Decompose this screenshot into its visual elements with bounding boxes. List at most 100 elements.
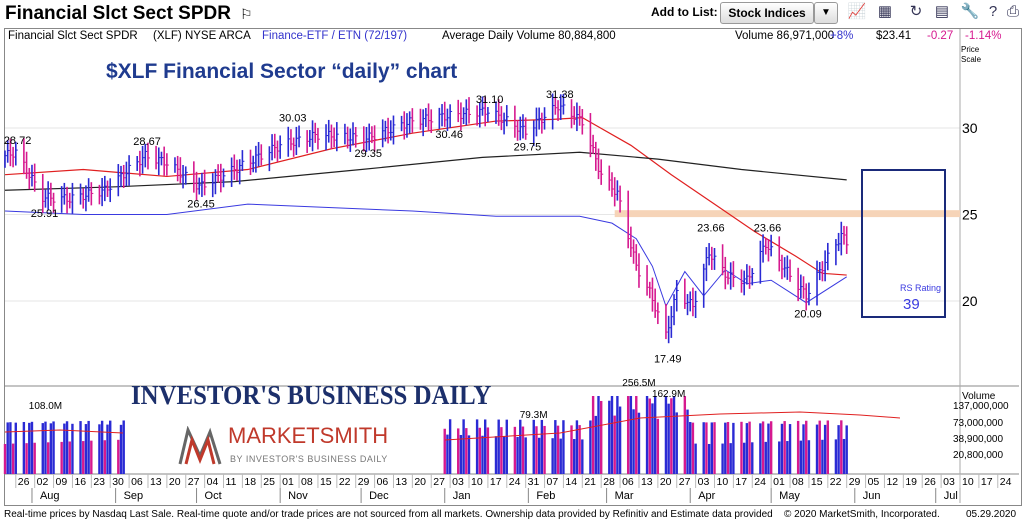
volume-bar bbox=[575, 420, 579, 474]
volume-bar bbox=[689, 422, 692, 474]
footer-date: 05.29.2020 bbox=[966, 509, 1017, 520]
volume-bar bbox=[805, 420, 808, 474]
ma-50-line bbox=[4, 117, 847, 276]
volume-bar bbox=[519, 419, 522, 474]
x-tick-label: 08 bbox=[792, 476, 804, 488]
volume-bar bbox=[823, 424, 827, 474]
volume-bar bbox=[475, 419, 479, 474]
layout-icon[interactable]: ▤ bbox=[934, 3, 950, 20]
volume-bar bbox=[119, 424, 123, 474]
volume-bar bbox=[637, 412, 641, 474]
volume-bar bbox=[3, 444, 7, 474]
x-tick-label: 27 bbox=[433, 476, 445, 488]
volume-bar bbox=[645, 396, 649, 474]
volume-bar bbox=[670, 398, 673, 474]
volume-bar bbox=[748, 421, 751, 474]
volume-bar bbox=[589, 420, 592, 474]
volume-bar bbox=[610, 396, 614, 474]
volume-ma-line bbox=[444, 411, 901, 441]
x-tick-label: 18 bbox=[244, 476, 256, 488]
add-to-list-label: Add to List: bbox=[651, 5, 718, 19]
volume-bar bbox=[613, 415, 616, 474]
volume-bar bbox=[465, 428, 468, 474]
volume-bar bbox=[79, 421, 82, 474]
x-tick-label: 30 bbox=[112, 476, 124, 488]
x-tick-label: 02 bbox=[37, 476, 49, 488]
volume-bar bbox=[581, 439, 584, 474]
chart-frame bbox=[4, 28, 1022, 506]
volume-tick-label: 73,000,000 bbox=[953, 418, 1003, 429]
price-tick-label: 25 bbox=[962, 207, 978, 223]
volume-bar bbox=[22, 422, 26, 474]
marketsmith-logo-icon bbox=[178, 425, 222, 466]
volume-bar bbox=[103, 440, 107, 474]
volume-bar bbox=[481, 435, 484, 474]
volume-bar bbox=[648, 398, 651, 474]
highlight-box bbox=[861, 169, 946, 318]
volume-bar bbox=[764, 441, 767, 474]
info-change: -0.27 bbox=[927, 30, 954, 42]
volume-bar bbox=[84, 424, 88, 474]
volume-bar bbox=[462, 419, 465, 474]
info-industry[interactable]: Finance-ETF / ETN (72/197) bbox=[262, 30, 408, 42]
volume-bar bbox=[742, 442, 746, 474]
volume-bar bbox=[837, 425, 840, 474]
volume-bar bbox=[726, 421, 730, 474]
volume-bar bbox=[28, 422, 31, 474]
volume-bar bbox=[597, 396, 600, 474]
month-label: Dec bbox=[369, 490, 389, 502]
ibd-logo: INVESTOR'S BUSINESS DAILY bbox=[131, 380, 492, 410]
print-icon[interactable]: ⎙ bbox=[1006, 3, 1019, 20]
price-annotation: 28.67 bbox=[133, 136, 161, 148]
info-ticker: (XLF) NYSE ARCA bbox=[153, 30, 251, 42]
x-tick-label: 13 bbox=[150, 476, 162, 488]
help-icon[interactable]: ? bbox=[988, 3, 998, 20]
info-name: Financial Slct Sect SPDR bbox=[8, 30, 138, 42]
refresh-icon[interactable]: ↻ bbox=[909, 3, 923, 20]
price-annotation: 23.66 bbox=[754, 223, 782, 235]
volume-bar bbox=[632, 409, 635, 474]
volume-bar bbox=[486, 427, 490, 474]
x-tick-label: 11 bbox=[226, 476, 237, 488]
volume-bar bbox=[52, 421, 55, 474]
list-dropdown[interactable]: Stock Indices bbox=[720, 2, 814, 24]
volume-bar bbox=[745, 423, 749, 474]
volume-bar bbox=[732, 422, 735, 474]
x-tick-label: 08 bbox=[301, 476, 313, 488]
volume-bar bbox=[505, 419, 508, 474]
month-label: Oct bbox=[205, 490, 222, 502]
x-tick-label: 03 bbox=[698, 476, 710, 488]
volume-bar bbox=[46, 442, 50, 474]
volume-bar bbox=[11, 443, 15, 474]
volume-bar bbox=[117, 439, 120, 474]
flag-icon[interactable]: ⚐ bbox=[240, 6, 253, 22]
volume-bar bbox=[702, 422, 705, 474]
chart-title: $XLF Financial Sector “daily” chart bbox=[106, 60, 458, 83]
volume-bar bbox=[446, 434, 449, 474]
settings-icon[interactable]: 🔧 bbox=[960, 3, 980, 20]
chevron-down-icon[interactable]: ▼ bbox=[814, 2, 838, 24]
volume-bar bbox=[675, 412, 678, 474]
volume-bar bbox=[554, 420, 557, 474]
volume-bar bbox=[664, 396, 668, 474]
x-tick-label: 26 bbox=[18, 476, 30, 488]
info-avg-volume: Average Daily Volume 80,884,800 bbox=[442, 30, 616, 42]
x-tick-label: 10 bbox=[471, 476, 483, 488]
info-price: $23.41 bbox=[876, 30, 912, 42]
volume-bar bbox=[618, 406, 622, 474]
volume-bar bbox=[608, 400, 611, 474]
x-tick-label: 26 bbox=[924, 476, 936, 488]
volume-bar bbox=[60, 441, 63, 474]
x-tick-label: 06 bbox=[622, 476, 634, 488]
volume-bar bbox=[818, 420, 821, 474]
grid-icon[interactable]: ▦ bbox=[877, 3, 893, 20]
price-annotation: 23.66 bbox=[697, 223, 725, 235]
volume-bar bbox=[106, 424, 109, 474]
volume-axis-label: Volume bbox=[962, 391, 996, 402]
month-label: May bbox=[779, 490, 800, 502]
volume-bar bbox=[513, 426, 517, 474]
volume-bar bbox=[656, 418, 660, 474]
chart-type-icon[interactable]: 📈 bbox=[847, 3, 867, 20]
volume-bar bbox=[49, 423, 53, 474]
price-annotation: 31.10 bbox=[476, 94, 504, 106]
